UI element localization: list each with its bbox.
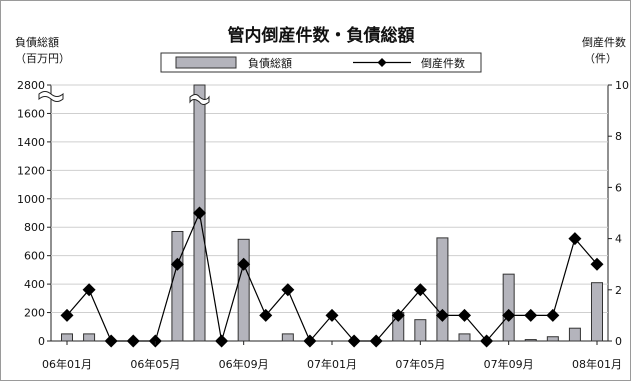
bar <box>61 333 73 342</box>
bar-series <box>61 84 603 342</box>
y-left-tick-label: 200 <box>24 307 45 320</box>
y-left-tick-label: 2800 <box>17 79 45 92</box>
x-tick-label: 07年09月 <box>484 357 534 371</box>
line-marker <box>458 308 471 322</box>
legend-bar-label: 負債総額 <box>248 56 292 70</box>
x-tick-label: 06年09月 <box>219 357 269 371</box>
x-tick-label: 08年01月 <box>572 357 622 371</box>
bar <box>591 282 603 342</box>
line-marker <box>347 334 361 348</box>
bar-break-mark <box>189 94 210 105</box>
line-marker <box>303 334 317 348</box>
bar <box>546 336 559 342</box>
bar <box>237 238 250 342</box>
line-marker <box>126 334 140 348</box>
bar <box>414 319 427 342</box>
line-marker <box>568 232 582 246</box>
plot-area <box>50 84 609 342</box>
y-left-axis: 0 200 400 600 800 1000 1200 1400 1600 2800 <box>17 79 51 348</box>
x-tick-label: 07年05月 <box>395 357 445 371</box>
line-marker <box>170 257 184 271</box>
line-marker <box>60 308 74 322</box>
y-left-tick-label: 0 <box>38 335 45 348</box>
y-right-tick-label: 10 <box>615 79 629 92</box>
bar <box>502 273 515 342</box>
y-right-axis-unit: （件） <box>584 52 617 65</box>
line-markers <box>60 206 604 348</box>
y-right-axis-title: 倒産件数 <box>582 36 626 49</box>
line-marker <box>546 308 560 322</box>
line-marker <box>259 308 273 322</box>
line-marker <box>391 308 405 322</box>
y-right-tick-label: 6 <box>615 181 622 194</box>
line-marker <box>480 334 494 348</box>
line-marker <box>524 308 538 322</box>
legend-box <box>160 52 482 73</box>
line-marker <box>281 283 295 297</box>
line-marker <box>413 283 427 297</box>
line-marker <box>502 308 516 322</box>
y-left-axis-title: 負債総額 <box>15 35 59 49</box>
x-axis: 06年01月 06年05月 06年09月 07年01月 07年05月 07年09月 08年0… <box>42 341 622 371</box>
line-marker <box>193 206 206 220</box>
line-marker <box>590 257 604 271</box>
x-tick-label: 06年01月 <box>42 357 92 371</box>
bar <box>83 333 96 342</box>
legend-bar-swatch <box>175 56 237 69</box>
legend: 負債総額 倒産件数 <box>160 52 482 73</box>
y-right-tick-label: 2 <box>615 284 622 297</box>
bar <box>171 230 184 342</box>
line-marker <box>435 308 449 322</box>
y-left-tick-label: 1200 <box>17 164 45 177</box>
x-tick-label: 07年01月 <box>307 357 357 371</box>
y-left-tick-label: 600 <box>24 250 45 263</box>
y-right-tick-label: 0 <box>615 335 622 348</box>
legend-line-label: 倒産件数 <box>421 57 465 70</box>
bar <box>524 339 537 342</box>
x-tick-label: 06年05月 <box>130 357 180 371</box>
y-left-axis-unit: （百万円） <box>15 52 70 65</box>
bar <box>568 327 581 342</box>
line-marker <box>325 308 339 322</box>
line-marker <box>82 283 96 297</box>
line-marker <box>104 334 118 348</box>
bar <box>281 333 294 342</box>
line-marker <box>215 334 229 348</box>
y-left-tick-label: 1600 <box>17 107 45 120</box>
line-marker <box>237 257 251 271</box>
y-axis-break-mark <box>38 91 64 102</box>
grid <box>51 84 608 314</box>
bar <box>436 237 449 342</box>
y-left-tick-label: 400 <box>24 278 45 291</box>
y-right-tick-label: 8 <box>615 130 622 143</box>
y-left-tick-label: 1000 <box>17 193 45 206</box>
y-right-tick-label: 4 <box>615 233 622 246</box>
y-left-tick-label: 1400 <box>17 136 45 149</box>
legend-line-marker <box>377 58 387 67</box>
axis-break-marks <box>38 91 210 105</box>
chart-title: 管内倒産件数・負債総額 <box>228 25 415 46</box>
y-left-tick-label: 800 <box>24 221 45 234</box>
y-right-axis: 0 2 4 6 8 10 <box>608 79 629 348</box>
bar <box>458 333 471 342</box>
line-marker <box>369 334 383 348</box>
